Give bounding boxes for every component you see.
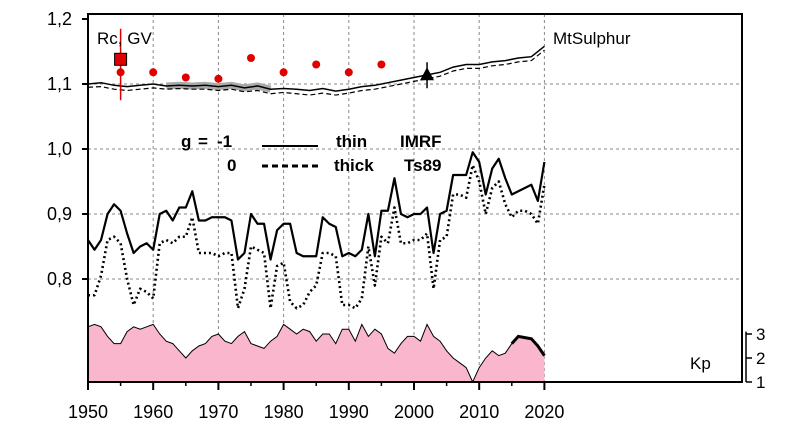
y-tick-label: 1,2 [47, 9, 72, 29]
y-tick-label: 0,8 [47, 269, 72, 289]
rc-label: Rc, GV [97, 29, 152, 48]
x-tick-label: 2020 [524, 402, 564, 422]
legend-ts89: Ts89 [404, 156, 442, 175]
kp-outline [87, 323, 545, 384]
legend: g = -1 0 thin thick IMRF Ts89 [181, 132, 442, 175]
legend-imrf: IMRF [400, 132, 442, 151]
rc-group [87, 45, 545, 96]
y-tick-label: 1,0 [47, 139, 72, 159]
red-dot [149, 68, 158, 77]
legend-g1: -1 [217, 132, 232, 151]
y-tick-label: 1,1 [47, 74, 72, 94]
red-dot [247, 54, 255, 62]
red-dot [181, 73, 190, 82]
x-tick-label: 2000 [394, 402, 434, 422]
labels-group: 1950 1960 1970 1980 1990 2000 2010 2020 0,8 0,9 1,… [47, 9, 766, 422]
x-tick-label: 1960 [133, 402, 173, 422]
kp-label: Kp [690, 354, 711, 373]
red-dot [214, 74, 223, 83]
mtsulphur-label: MtSulphur [553, 29, 631, 48]
legend-eq: = [198, 132, 208, 151]
legend-thin: thin [336, 132, 367, 151]
y-tick-label: 0,9 [47, 204, 72, 224]
ticks-group [82, 18, 752, 390]
markers-group [114, 28, 435, 101]
x-tick-label: 1950 [68, 402, 108, 422]
x-tick-label: 1990 [329, 402, 369, 422]
rc-imrf-line [87, 45, 545, 92]
legend-g-label: g [181, 132, 191, 151]
red-dot [312, 60, 321, 69]
kp-outline-recent [510, 334, 546, 357]
kp-tick-label: 1 [756, 373, 765, 392]
ratio-ts89-line [88, 163, 546, 310]
legend-g2: 0 [227, 156, 236, 175]
x-tick-label: 2010 [459, 402, 499, 422]
x-tick-label: 1970 [198, 402, 238, 422]
kp-tick-label: 2 [756, 349, 765, 368]
red-dot [279, 68, 288, 77]
red-dot [344, 68, 353, 77]
red-dot [377, 60, 386, 69]
rc-gv-square [114, 52, 128, 66]
mtsulphur-triangle [420, 67, 435, 81]
kp-area-group [87, 323, 546, 384]
kp-tick-label: 3 [756, 325, 765, 344]
red-dot [116, 68, 125, 77]
x-tick-label: 1980 [264, 402, 304, 422]
rc-ts89-line [87, 49, 545, 96]
kp-area [88, 324, 545, 382]
ratio-imrf-line [87, 151, 546, 261]
series-group [87, 151, 546, 310]
legend-thick: thick [334, 156, 374, 175]
